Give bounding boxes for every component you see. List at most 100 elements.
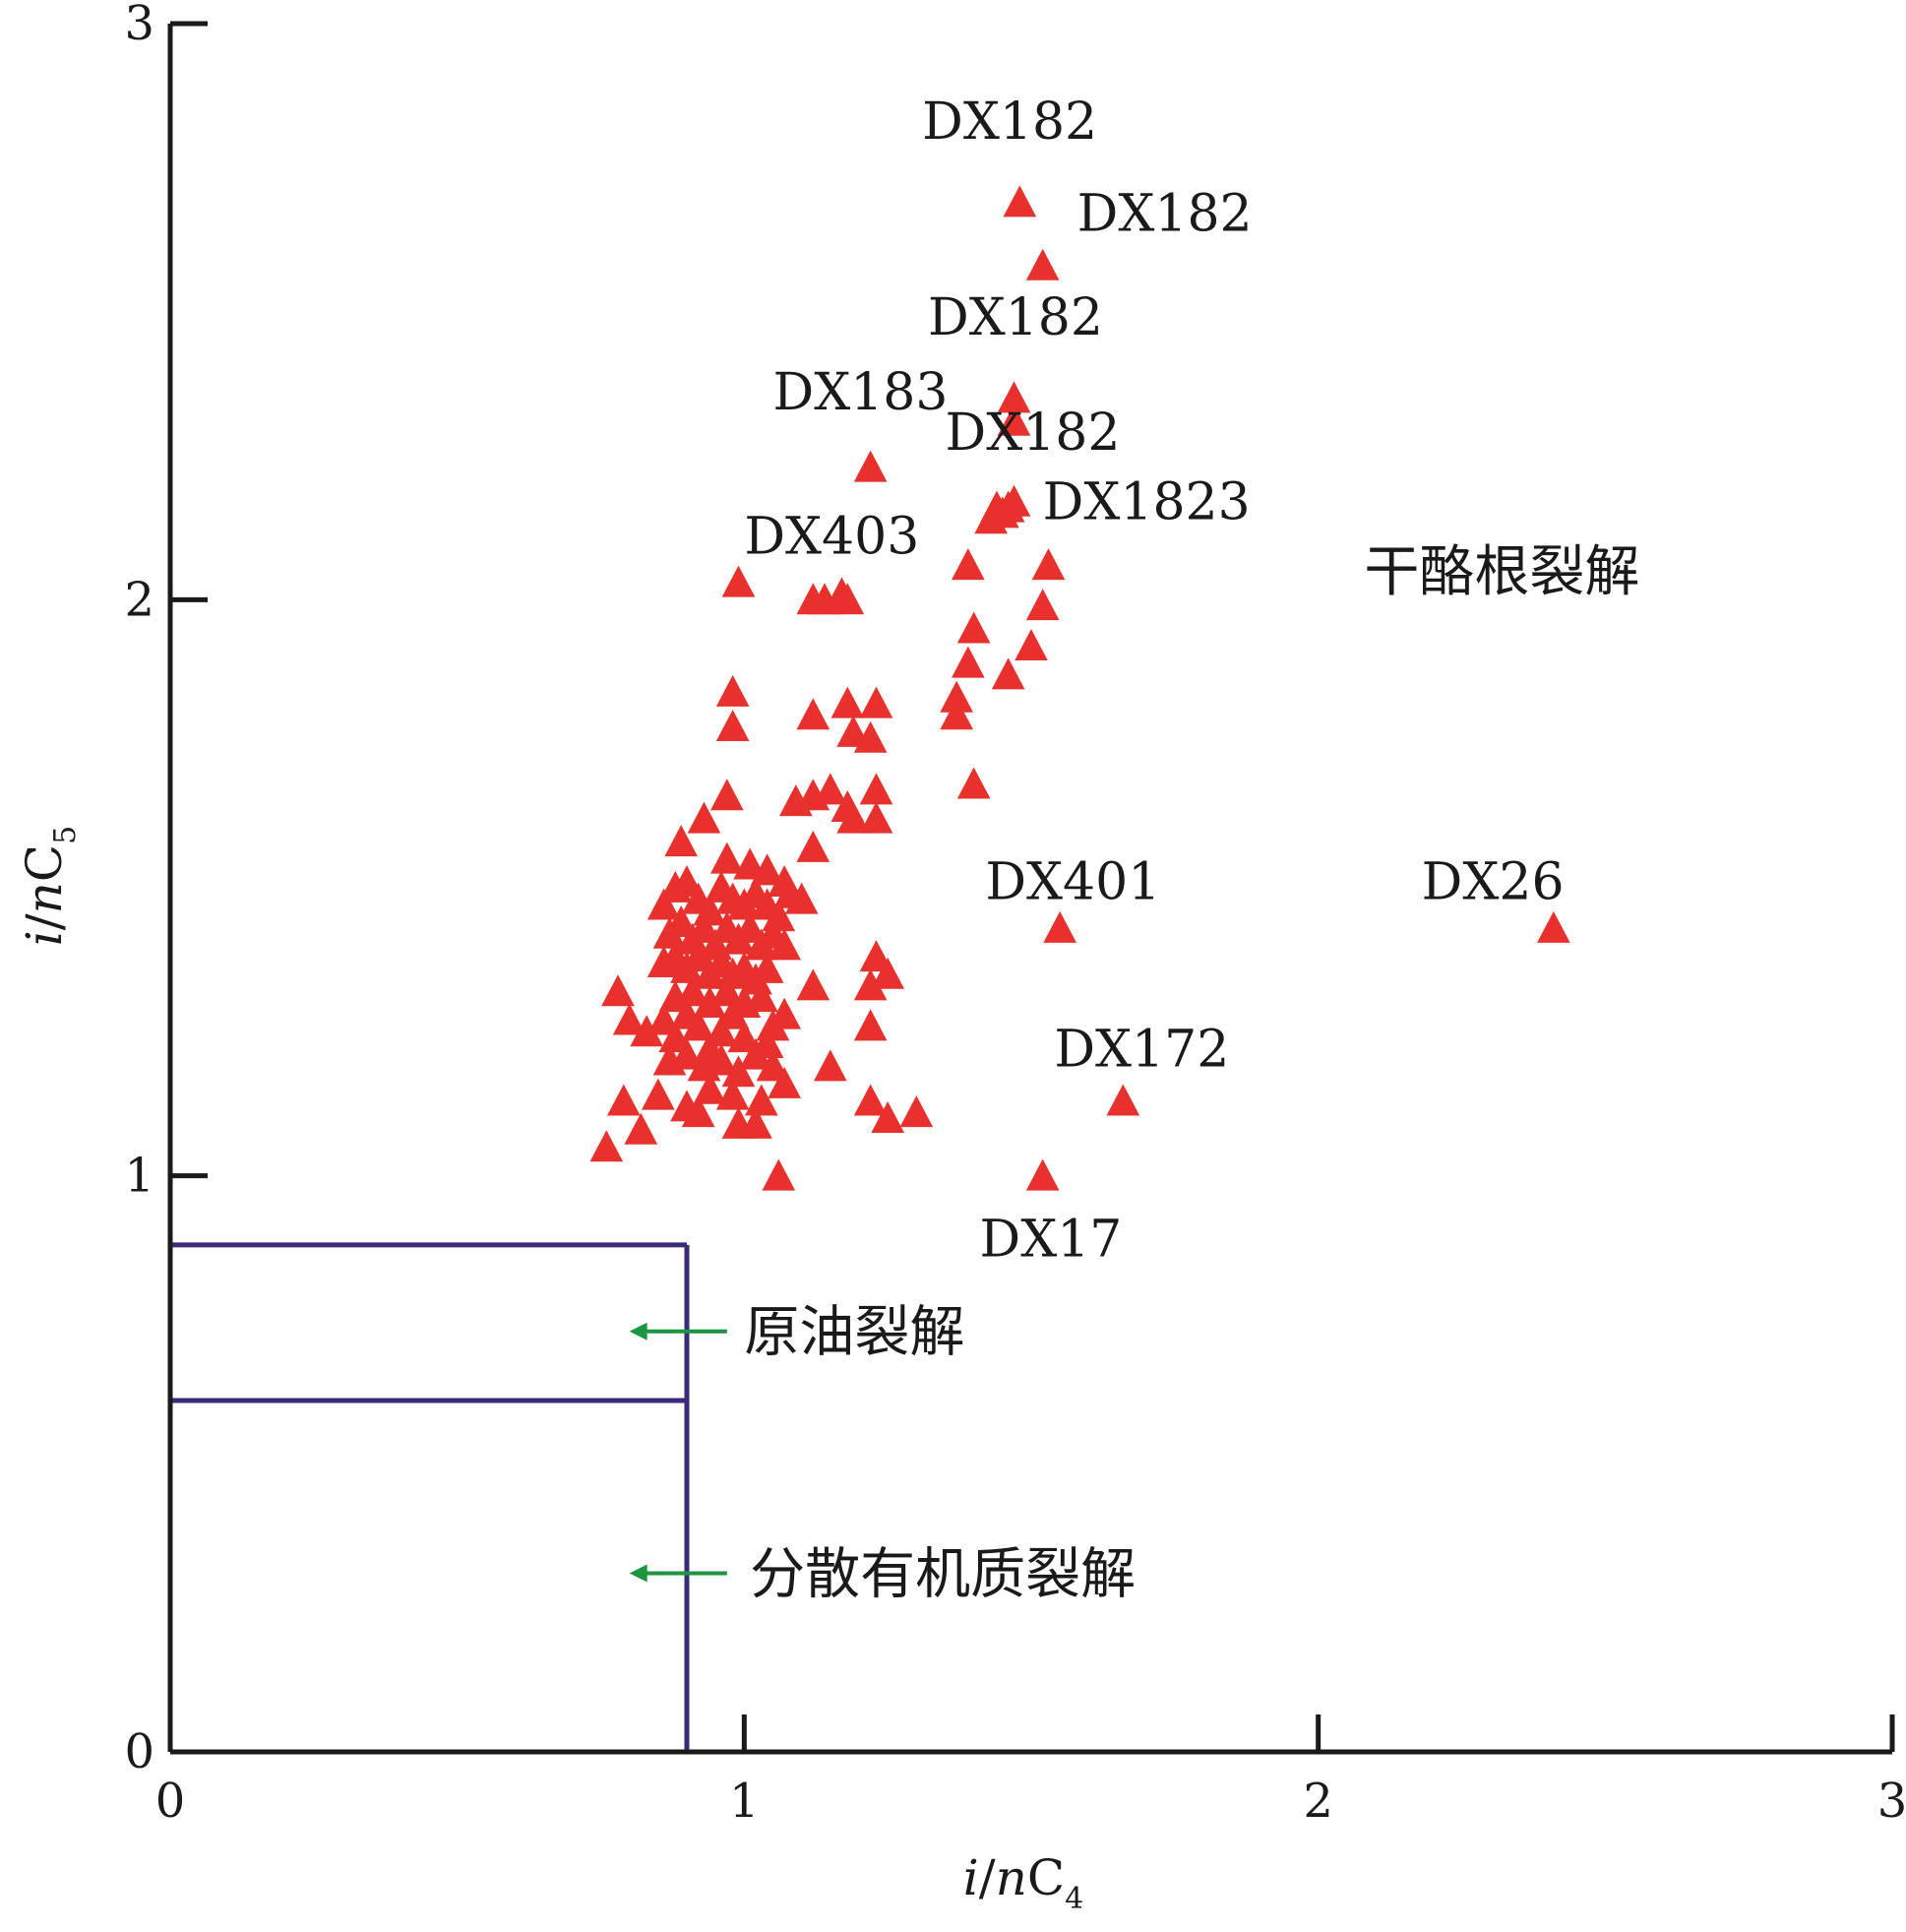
data-point-triangle [871,1101,904,1134]
data-point-triangle [739,1106,772,1139]
data-point-triangle [871,957,904,989]
data-point-triangle [750,951,784,983]
data-point-triangle [940,698,973,730]
data-point-triangle [762,1158,796,1191]
data-point-triangle [727,1021,762,1053]
data-point-triangle [796,968,830,1001]
data-point-triangle [710,779,744,811]
data-point-triangle [796,698,830,730]
data-point-triangle [745,1084,778,1116]
data-point-triangle [670,1037,704,1070]
data-point-triangle [646,888,681,920]
x-tick-label: 2 [1303,1774,1333,1829]
data-point-triangle [859,801,893,834]
data-point-triangle [956,767,991,799]
data-point-triangle [710,974,744,1007]
data-point-triangle [836,715,870,747]
x-tick-label: 3 [1877,1774,1906,1829]
data-point-triangle [1537,910,1570,943]
data-point-triangle [721,565,756,597]
y-tick-label: 2 [124,572,154,627]
region-label: 原油裂解 [744,1301,964,1365]
data-point-triangle [612,1003,646,1035]
point-label: DX182 [922,93,1097,152]
data-point-triangle [705,1043,738,1076]
point-label: DX17 [980,1211,1123,1270]
data-point-triangle [997,484,1031,517]
data-point-triangle [768,1066,801,1098]
data-point-triangle [836,801,870,834]
label-layer: 干酪根裂解原油裂解分散有机质裂解DX182DX182DX182DX182DX18… [744,93,1639,1606]
data-point-triangle [814,773,847,805]
data-point-triangle [710,841,744,874]
data-point-triangle [997,404,1031,436]
data-point-triangle [658,1021,693,1053]
data-point-triangle [830,686,865,718]
data-point-triangle [859,940,893,972]
data-point-triangle [681,1095,715,1128]
data-point-triangle [859,686,893,718]
y-tick-label: 3 [124,0,154,51]
region-layer [170,1242,727,1752]
point-label: DX182 [946,404,1121,463]
data-point-triangle [750,853,784,886]
data-point-triangle [859,773,893,805]
data-point-triangle [676,974,709,1007]
data-point-triangle [693,1072,727,1104]
data-point-triangle [784,882,819,914]
data-point-triangle [642,1078,675,1110]
data-point-triangle [980,490,1014,523]
data-point-triangle [733,847,767,880]
data-point-triangle [733,910,767,943]
data-point-triangle [624,1112,658,1145]
data-point-triangle [814,1049,847,1082]
data-point-triangle [607,1084,641,1116]
y-tick-label: 0 [124,1724,154,1779]
data-point-triangle [1025,1158,1060,1191]
data-point-triangle [687,801,721,834]
data-point-triangle [853,968,888,1001]
data-point-triangle [756,1049,790,1082]
data-point-triangle [750,1026,784,1058]
data-point-triangle [1025,248,1060,280]
marker-layer [589,185,1570,1191]
point-label: DX401 [985,853,1160,912]
point-label: DX183 [773,363,949,422]
data-point-triangle [715,997,750,1029]
point-label: DX182 [1077,185,1253,244]
data-point-triangle [768,997,801,1029]
data-point-triangle [715,710,750,742]
data-point-triangle [768,928,801,961]
data-point-triangle [796,830,830,862]
point-label: DX182 [928,288,1103,347]
data-point-triangle [1106,1084,1140,1116]
data-point-triangle [853,1084,888,1116]
data-point-triangle [715,674,750,707]
region-arrow-head [629,1564,647,1583]
data-point-triangle [853,1009,888,1041]
data-point-triangle [715,1078,750,1110]
data-point-triangle [853,450,888,482]
data-point-triangle [1014,629,1048,661]
data-point-triangle [853,720,888,753]
data-point-triangle [589,1130,624,1162]
region-arrow-head [629,1322,647,1340]
data-point-triangle [830,583,865,615]
data-point-triangle [899,1095,934,1128]
data-point-triangle [664,825,698,857]
data-point-triangle [745,980,778,1013]
x-axis-label: i/nC4 [963,1849,1083,1916]
y-tick-label: 1 [124,1149,154,1204]
data-point-triangle [956,611,991,644]
data-point-triangle [601,974,635,1007]
data-point-triangle [664,905,698,938]
y-axis-label: i/nC5 [16,826,83,946]
data-point-triangle [1025,589,1060,621]
region-label: 分散有机质裂解 [750,1543,1136,1607]
data-point-triangle [1031,548,1066,581]
axes-layer: 0 1 2 3 0 1 2 3 i/nC4 i/nC5 [16,0,1906,1916]
x-tick-label: 0 [155,1774,186,1829]
data-point-triangle [1003,185,1037,218]
data-point-triangle [681,940,715,972]
